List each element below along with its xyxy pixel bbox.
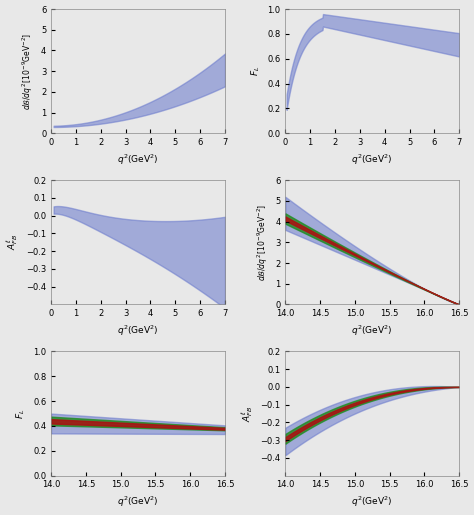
- Y-axis label: $d\mathcal{B}/dq^2\,[10^{-9}\mathrm{GeV}^{-2}]$: $d\mathcal{B}/dq^2\,[10^{-9}\mathrm{GeV}…: [21, 32, 36, 110]
- X-axis label: $q^2(\mathrm{GeV}^2)$: $q^2(\mathrm{GeV}^2)$: [351, 324, 393, 338]
- Y-axis label: $F_L$: $F_L$: [15, 408, 27, 419]
- X-axis label: $q^2(\mathrm{GeV}^2)$: $q^2(\mathrm{GeV}^2)$: [117, 324, 159, 338]
- X-axis label: $q^2(\mathrm{GeV}^2)$: $q^2(\mathrm{GeV}^2)$: [117, 495, 159, 509]
- X-axis label: $q^2(\mathrm{GeV}^2)$: $q^2(\mathrm{GeV}^2)$: [117, 152, 159, 167]
- Y-axis label: $A_{FB}^{\ell}$: $A_{FB}^{\ell}$: [240, 405, 255, 422]
- Y-axis label: $F_L$: $F_L$: [249, 66, 262, 76]
- Y-axis label: $A_{FB}^{\ell}$: $A_{FB}^{\ell}$: [6, 234, 20, 250]
- X-axis label: $q^2(\mathrm{GeV}^2)$: $q^2(\mathrm{GeV}^2)$: [351, 495, 393, 509]
- Y-axis label: $d\mathcal{B}/dq^2\,[10^{-9}\mathrm{GeV}^{-2}]$: $d\mathcal{B}/dq^2\,[10^{-9}\mathrm{GeV}…: [255, 204, 270, 281]
- X-axis label: $q^2(\mathrm{GeV}^2)$: $q^2(\mathrm{GeV}^2)$: [351, 152, 393, 167]
